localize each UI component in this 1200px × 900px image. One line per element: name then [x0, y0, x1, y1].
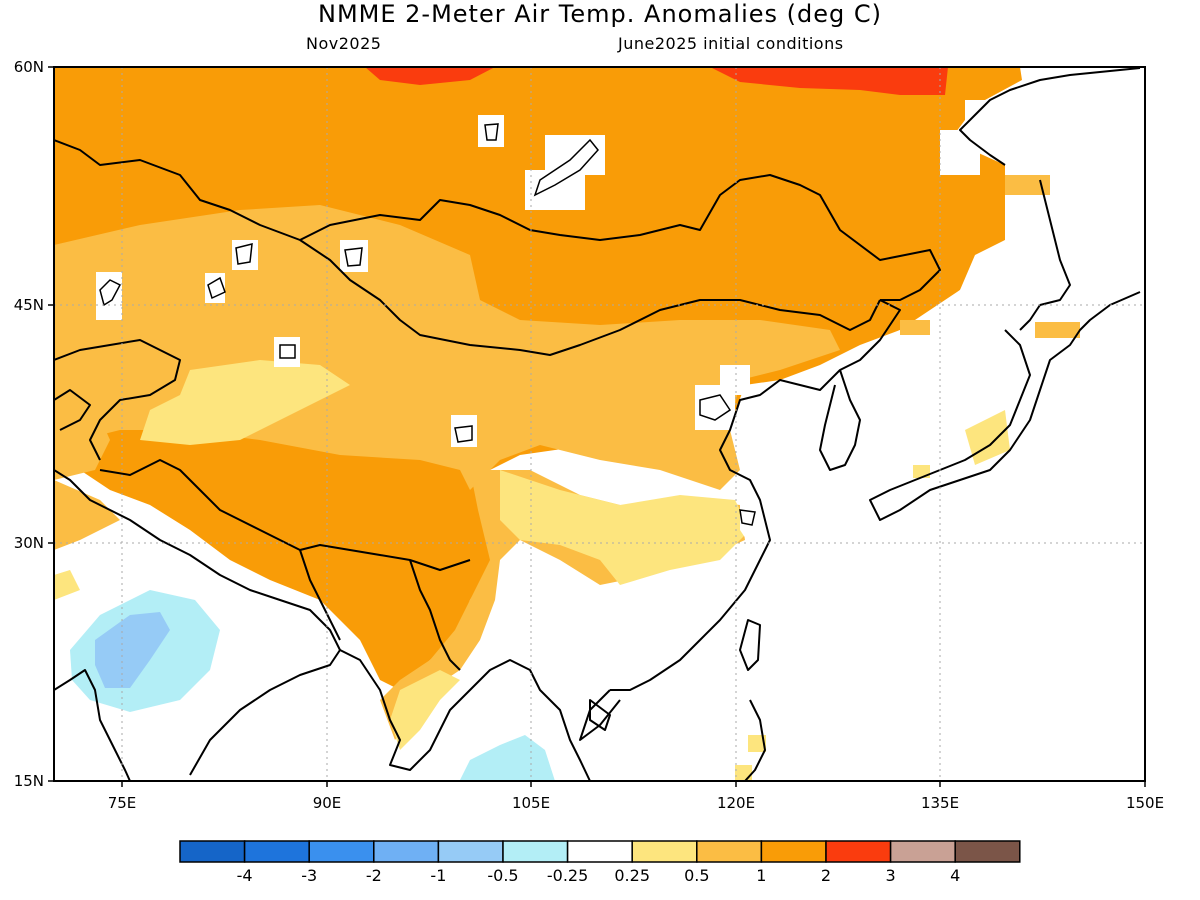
lat-tick-label: 60N — [14, 58, 44, 76]
anomaly-region-0.5to1 — [54, 380, 110, 480]
initial-conditions: June2025 initial conditions — [618, 34, 844, 53]
colorbar: -4 -3 -2 -1 -0.5 -0.25 0.25 0.5 1 2 3 4 — [179, 840, 1021, 885]
colorbar-label: 1 — [756, 866, 766, 885]
anomaly-region-0.25to0.5 — [748, 735, 766, 752]
colorbar-swatch — [243, 840, 310, 863]
colorbar-label: 0.25 — [614, 866, 650, 885]
lon-tick-label: 120E — [717, 794, 755, 812]
anomaly-region-0.5to1 — [1035, 322, 1080, 338]
colorbar-swatch — [954, 840, 1021, 863]
forecast-month: Nov2025 — [306, 34, 382, 53]
lat-tick-label: 45N — [14, 296, 44, 314]
colorbar-label: 4 — [950, 866, 960, 885]
gridlines — [54, 67, 1145, 781]
anomaly-region-0.25to0.5 — [140, 360, 350, 445]
colorbar-swatch — [502, 840, 569, 863]
colorbar-swatch — [179, 840, 246, 863]
anomaly-region-0.25to0.5 — [390, 670, 460, 750]
anomaly-region-0.5to1 — [1005, 175, 1050, 195]
colorbar-label: 3 — [886, 866, 896, 885]
colorbar-label: 0.5 — [684, 866, 709, 885]
anomaly-region-0.25to0.5 — [500, 470, 750, 585]
lon-tick-label: 135E — [921, 794, 959, 812]
colorbar-swatch — [566, 840, 633, 863]
colorbar-swatch — [631, 840, 698, 863]
anomaly-region-0.25to0.5 — [735, 765, 752, 781]
lon-tick-label: 105E — [512, 794, 550, 812]
anomaly-region-above2 — [365, 67, 495, 85]
map-frame — [53, 66, 1146, 782]
masked-cells — [96, 67, 1145, 781]
coastlines — [54, 67, 1141, 781]
axis-ticks — [48, 66, 1146, 787]
colorbar-swatch — [889, 840, 956, 863]
anomaly-region-0.25to0.5 — [965, 410, 1010, 465]
colorbar-label: -2 — [366, 866, 382, 885]
colorbar-swatch — [373, 840, 440, 863]
lat-tick-label: 15N — [14, 772, 44, 790]
chart-title: NMME 2-Meter Air Temp. Anomalies (deg C) — [317, 0, 882, 28]
lakes — [99, 123, 756, 526]
colorbar-swatch — [696, 840, 763, 863]
colorbar-swatch — [760, 840, 827, 863]
lon-tick-label: 90E — [313, 794, 342, 812]
colorbar-swatch — [825, 840, 892, 863]
colorbar-swatch — [308, 840, 375, 863]
anomaly-region-0.5to1 — [900, 320, 930, 335]
anomaly-region-above2 — [710, 67, 948, 95]
colorbar-label: -0.25 — [547, 866, 588, 885]
lon-tick-label: 75E — [108, 794, 137, 812]
lat-tick-label: 30N — [14, 534, 44, 552]
colorbar-label: -4 — [237, 866, 253, 885]
anomaly-region-0.5to1 — [54, 480, 120, 550]
colorbar-label: -0.5 — [487, 866, 518, 885]
anomaly-fill-layer — [54, 67, 1145, 781]
colorbar-label: 2 — [821, 866, 831, 885]
colorbar-label: -3 — [301, 866, 317, 885]
colorbar-label: -1 — [430, 866, 446, 885]
lon-tick-label: 150E — [1126, 794, 1164, 812]
anomaly-region-0.25to0.5 — [54, 570, 80, 600]
anomaly-region-neg0.5 — [95, 612, 170, 688]
colorbar-swatch — [437, 840, 504, 863]
